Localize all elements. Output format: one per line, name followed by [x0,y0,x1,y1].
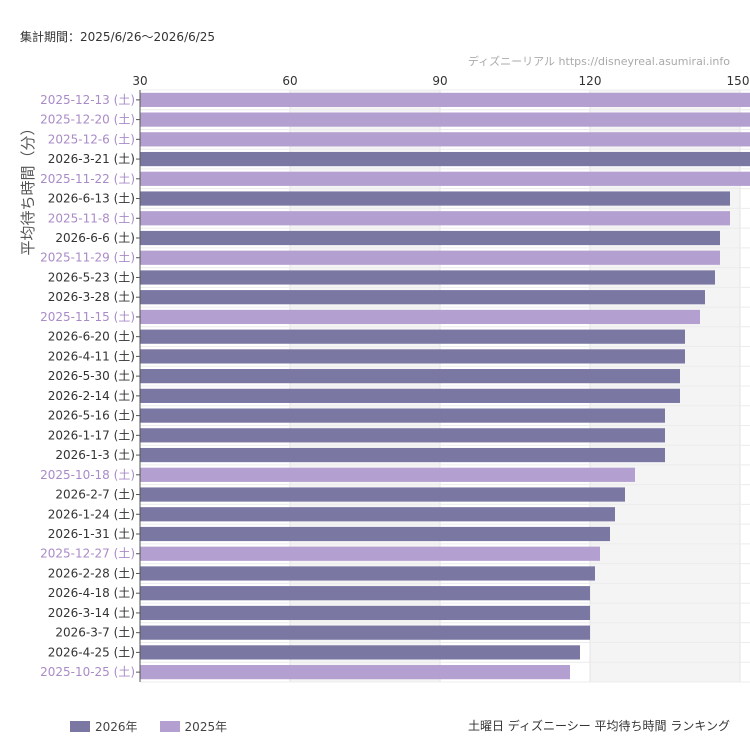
category-label: 2025-11-8 (土) [48,211,135,225]
bar [140,250,720,265]
legend-label-2025: 2025年 [184,720,228,734]
bar [140,467,635,482]
category-label: 2026-1-31 (土) [48,527,135,541]
category-label: 2026-4-18 (土) [48,586,135,600]
legend-label-2026: 2026年 [95,720,138,734]
bar [140,408,665,423]
category-label: 2025-11-29 (土) [40,251,135,265]
bar [140,388,680,403]
category-label: 2026-2-28 (土) [48,566,135,580]
legend-item-2026: 2026年 [70,718,138,735]
category-label: 2026-2-14 (土) [48,389,135,403]
category-label: 2026-3-21 (土) [48,152,135,166]
bar [140,230,720,246]
bar [140,507,615,522]
category-label: 2026-3-7 (土) [55,626,135,640]
bar [140,447,665,463]
legend: 2026年 2025年 [70,718,227,735]
bar [140,526,610,542]
y-axis-label: 平均待ち時間（分） [19,120,37,255]
category-label: 2025-10-18 (土) [40,468,135,482]
category-label: 2026-5-30 (土) [48,369,135,383]
bar [140,586,590,601]
category-label: 2026-4-25 (土) [48,645,135,659]
bar [140,171,750,186]
bar [140,665,570,680]
x-tick-label: 150 [727,74,750,88]
category-label: 2026-5-23 (土) [48,270,135,284]
category-label: 2026-3-28 (土) [48,290,135,304]
category-label: 2026-2-7 (土) [55,488,135,502]
category-label: 2026-5-16 (土) [48,409,135,423]
bar [140,369,680,384]
legend-swatch-2025 [159,721,180,732]
category-label: 2026-3-14 (土) [48,606,135,620]
bar [140,605,590,621]
x-tick-label: 120 [579,74,602,88]
bar [140,546,600,561]
bar [140,625,590,640]
category-label: 2025-12-6 (土) [48,132,135,146]
bar [140,428,665,443]
x-tick-label: 60 [282,74,297,88]
bar [140,112,750,127]
category-label: 2025-10-25 (土) [40,665,135,679]
bar [140,290,705,305]
bar [140,329,685,344]
bar [140,132,750,147]
bar [140,92,750,107]
category-label: 2026-6-6 (土) [55,231,135,245]
bar [140,566,595,581]
category-label: 2025-12-13 (土) [40,93,135,107]
grid-lines [139,89,750,683]
category-label: 2025-11-15 (土) [40,310,135,324]
legend-item-2025: 2025年 [159,718,228,735]
category-label: 2025-11-22 (土) [40,172,135,186]
period-label: 集計期間：2025/6/26〜2026/6/25 [20,30,216,44]
bar [140,309,700,325]
chart-title: 土曜日 ディズニーシー 平均待ち時間 ランキング [467,719,730,733]
bar [140,645,580,660]
category-label: 2026-6-20 (土) [48,330,135,344]
category-label: 2025-12-27 (土) [40,547,135,561]
bar [140,151,750,167]
bar-chart: 2025-12-13 (土) 2025-12-20 (土) 2025-12-6 (土… [19,74,750,683]
bar [140,349,685,364]
x-tick-labels: 30 60 90 120 150 [132,74,749,88]
category-label: 2026-6-13 (土) [48,192,135,206]
bar [140,487,625,502]
x-tick-label: 30 [132,74,147,88]
x-tick-label: 90 [432,74,447,88]
bar [140,191,730,206]
category-label: 2026-1-3 (土) [55,448,135,462]
bar [140,270,715,285]
category-label: 2026-1-24 (土) [48,507,135,521]
category-label: 2026-1-17 (土) [48,428,135,442]
bars [136,92,750,680]
source-credit: ディズニーリアル https://disneyreal.asumirai.inf… [467,55,730,68]
bar [140,211,730,226]
legend-swatch-2026 [70,721,90,732]
category-label: 2025-12-20 (土) [40,113,135,127]
category-label: 2026-4-11 (土) [48,349,135,363]
category-labels: 2025-12-13 (土) 2025-12-20 (土) 2025-12-6 (土… [40,93,135,679]
